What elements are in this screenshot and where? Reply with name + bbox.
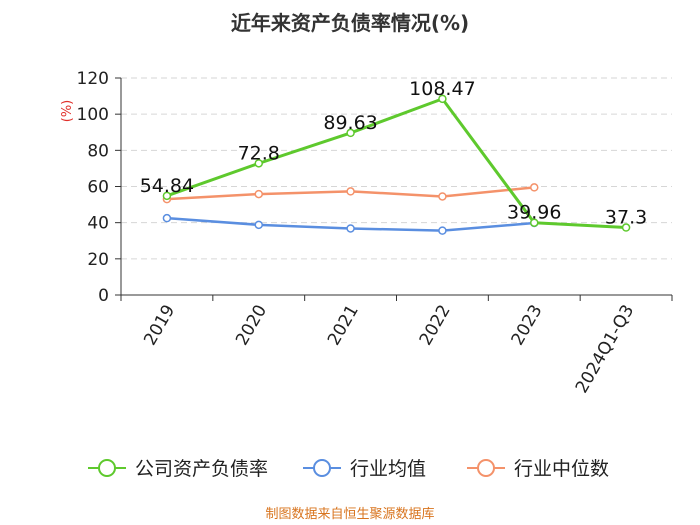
legend-item: 公司资产负债率	[88, 458, 268, 480]
legend-item: 行业中位数	[467, 458, 609, 480]
data-label: 89.63	[323, 112, 377, 134]
data-point	[254, 189, 263, 199]
series-line	[166, 97, 627, 230]
y-tick-label: 20	[87, 250, 109, 270]
legend-marker	[98, 459, 116, 477]
legend-label: 公司资产负债率	[135, 458, 268, 480]
x-tick-label: 2020	[232, 302, 271, 349]
legend-label: 行业均值	[350, 458, 426, 480]
data-point	[162, 191, 172, 201]
x-tick-label: 2024Q1-Q3	[572, 302, 639, 397]
y-tick-label: 40	[87, 214, 109, 234]
data-point	[254, 159, 263, 168]
legend-marker	[477, 459, 495, 477]
legend-label: 行业中位数	[514, 458, 609, 480]
x-tick-label: 2021	[324, 302, 363, 349]
data-point	[530, 218, 539, 227]
y-tick-label: 60	[87, 178, 109, 198]
legend-item: 行业均值	[303, 458, 426, 480]
data-point	[346, 128, 355, 138]
y-axis-label: (%)	[60, 100, 75, 123]
x-tick-label: 2019	[140, 302, 179, 349]
data-point	[621, 223, 631, 232]
data-label: 37.3	[605, 207, 647, 229]
y-tick-label: 100	[77, 105, 109, 125]
data-label: 108.47	[409, 78, 475, 100]
y-tick-label: 120	[77, 69, 109, 89]
y-tick-label: 80	[87, 141, 109, 161]
chart-title: 近年来资产负债率情况(%)	[231, 11, 469, 35]
data-point	[346, 187, 355, 196]
data-label: 72.8	[238, 142, 280, 164]
x-tick-label: 2022	[416, 302, 455, 349]
data-label: 54.84	[140, 175, 194, 197]
source-footer: 制图数据来自恒生聚源数据库	[265, 507, 435, 522]
data-point	[438, 226, 447, 235]
x-tick-label: 2023	[508, 302, 547, 349]
data-point	[254, 220, 263, 230]
y-tick-label: 0	[98, 286, 109, 306]
data-point	[438, 192, 447, 201]
data-point	[162, 213, 172, 223]
data-point	[438, 94, 447, 104]
data-label: 39.96	[507, 202, 561, 224]
legend-marker	[313, 459, 331, 477]
data-point	[530, 183, 539, 192]
data-point	[346, 224, 355, 233]
